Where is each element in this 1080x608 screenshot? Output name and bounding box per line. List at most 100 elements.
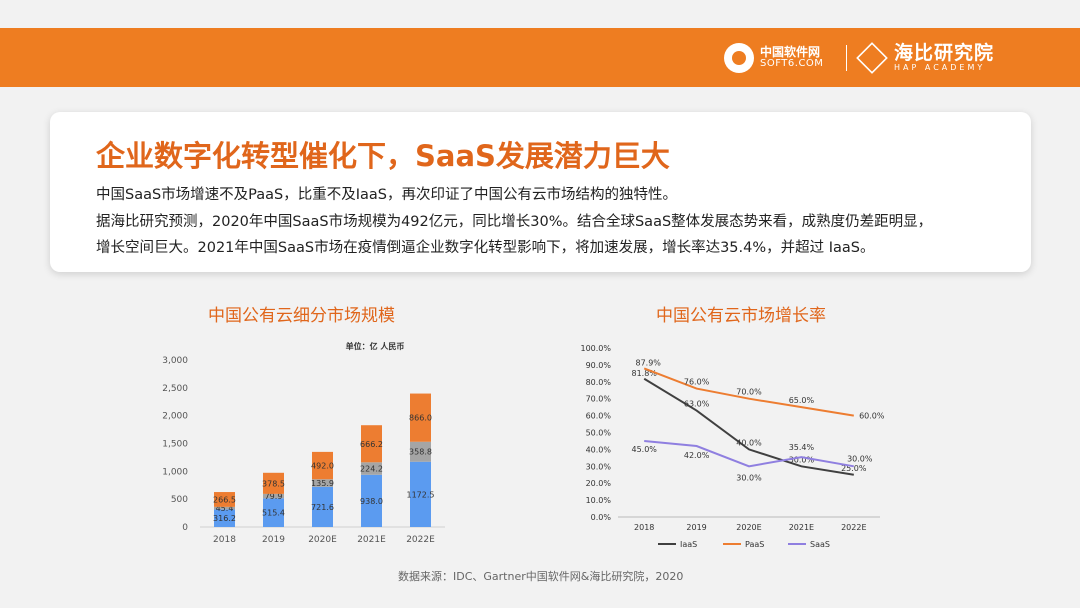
point-value-label: 40.0%: [736, 438, 762, 447]
series-line-iaas: [643, 377, 854, 476]
page-title: 企业数字化转型催化下，SaaS发展潜力巨大: [96, 139, 670, 173]
bar-value-label: 866.0: [409, 414, 432, 423]
bar-segment: [214, 506, 235, 510]
bar-segment: [263, 472, 284, 494]
y-tick-label: 20.0%: [586, 479, 612, 488]
y-tick-label: 50.0%: [586, 429, 612, 438]
legend-label: IaaS: [680, 540, 697, 549]
logo1-name: 中国软件网: [760, 45, 821, 60]
y-tick-label: 0: [182, 523, 188, 533]
x-tick-label: 2018: [634, 523, 654, 532]
bar-segment: [263, 493, 284, 499]
point-value-label: 65.0%: [789, 396, 815, 405]
bar-value-label: 135.9: [311, 479, 334, 488]
point-value-label: 81.8%: [631, 369, 657, 378]
x-tick-label: 2019: [262, 535, 285, 545]
soft6-logo-icon: [724, 43, 754, 73]
bar-value-label: 266.5: [213, 495, 236, 504]
y-tick-label: 500: [171, 495, 188, 505]
soft6-logo: 中国软件网 SOFT6.COM: [724, 36, 823, 80]
x-tick-label: 2020E: [308, 535, 337, 545]
bar-value-label: 721.6: [311, 503, 334, 512]
y-tick-label: 70.0%: [586, 395, 612, 404]
bar-value-label: 224.2: [360, 465, 383, 474]
point-value-label: 60.0%: [859, 412, 885, 421]
growth-rate-line-chart: 0.0% 10.0% 20.0% 30.0% 40.0% 50.0% 60.0% 70.0% 8…: [580, 344, 885, 549]
bar-value-label: 666.2: [360, 440, 383, 449]
legend-label: PaaS: [745, 540, 764, 549]
x-tick-label: 2022E: [406, 535, 435, 545]
data-source: 数据来源：IDC、Gartner中国软件网&海比研究院，2020: [398, 570, 684, 583]
x-tick-label: 2020E: [736, 523, 761, 532]
point-value-label: 76.0%: [684, 378, 710, 387]
point-value-label: 70.0%: [736, 388, 762, 397]
x-tick-label: 2021E: [789, 523, 814, 532]
summary-line-2: 据海比研究预测，2020年中国SaaS市场规模为492亿元，同比增长30%。结合…: [96, 214, 933, 230]
bar-segment: [410, 393, 431, 442]
x-tick-label: 2019: [686, 523, 706, 532]
bar-segment: [263, 498, 284, 527]
y-tick-label: 100.0%: [580, 344, 611, 353]
bar-segment: [312, 479, 333, 487]
point-value-label: 45.0%: [631, 445, 657, 454]
y-tick-label: 90.0%: [586, 361, 612, 370]
series-line-paas: [643, 367, 854, 417]
bar-segment: [361, 425, 382, 463]
x-tick-label: 2018: [213, 535, 236, 545]
y-tick-label: 30.0%: [586, 462, 612, 471]
bar-segment: [410, 461, 431, 527]
market-size-bar-chart: 单位：亿 人民币 0 500 1,000 1,500 2,000 2,500 3,000 201…: [162, 341, 445, 545]
point-value-label: 42.0%: [684, 451, 710, 460]
line-chart-title: 中国公有云市场增长率: [656, 306, 826, 326]
x-tick-label: 2021E: [357, 535, 386, 545]
summary-line-3: 增长空间巨大。2021年中国SaaS市场在疫情倒逼企业数字化转型影响下，将加速发…: [96, 240, 875, 256]
bar-value-label: 358.8: [409, 448, 432, 457]
bar-value-label: 1172.5: [407, 490, 435, 499]
y-tick-label: 1,500: [162, 440, 188, 450]
legend-label: SaaS: [810, 540, 830, 549]
y-tick-label: 10.0%: [586, 496, 612, 505]
point-value-label: 87.9%: [635, 358, 661, 367]
point-value-label: 25.0%: [841, 464, 867, 473]
y-tick-label: 0.0%: [591, 513, 612, 522]
point-value-label: 63.0%: [684, 400, 710, 409]
bar-value-label: 492.0: [311, 462, 334, 471]
bar-segment: [361, 462, 382, 475]
bar-value-label: 45.4: [216, 504, 234, 513]
bar-chart-title: 中国公有云细分市场规模: [208, 306, 395, 326]
logo2-sub: HAP ACADEMY: [894, 63, 986, 73]
hap-cube-icon: [856, 42, 888, 74]
summary-line-1: 中国SaaS市场增速不及PaaS，比重不及IaaS，再次印证了中国公有云市场结构…: [96, 187, 677, 203]
bar-value-label: 515.4: [262, 509, 285, 518]
y-tick-label: 3,000: [162, 356, 188, 366]
bar-value-label: 378.5: [262, 479, 285, 488]
y-tick-label: 80.0%: [586, 378, 612, 387]
hap-academy-logo: 海比研究院 HAP ACADEMY: [856, 36, 995, 80]
y-tick-label: 2,000: [162, 412, 188, 422]
summary-card: [50, 112, 1031, 272]
logo2-name: 海比研究院: [894, 42, 995, 65]
bar-segment: [214, 492, 235, 507]
bar-value-label: 316.2: [213, 514, 236, 523]
y-tick-label: 40.0%: [586, 445, 612, 454]
point-value-label: 30.0%: [736, 473, 762, 482]
point-value-label: 35.4%: [789, 443, 815, 452]
bar-segment: [214, 509, 235, 527]
logo1-domain: SOFT6.COM: [760, 58, 824, 70]
series-line-saas: [644, 439, 854, 468]
y-tick-label: 1,000: [162, 467, 188, 477]
bar-value-label: 79.9: [265, 492, 283, 501]
bar-segment: [312, 486, 333, 527]
bar-segment: [312, 451, 333, 480]
point-value-label: 30.0%: [847, 454, 873, 463]
x-tick-label: 2022E: [841, 523, 866, 532]
point-value-label: 30.0%: [789, 455, 815, 464]
header-band: [0, 28, 1080, 87]
unit-label: 单位：亿 人民币: [346, 341, 405, 351]
bar-segment: [361, 474, 382, 527]
y-tick-label: 60.0%: [586, 412, 612, 421]
bar-value-label: 938.0: [360, 497, 383, 506]
bar-segment: [410, 441, 431, 462]
y-tick-label: 2,500: [162, 384, 188, 394]
logo-divider: [846, 45, 847, 71]
